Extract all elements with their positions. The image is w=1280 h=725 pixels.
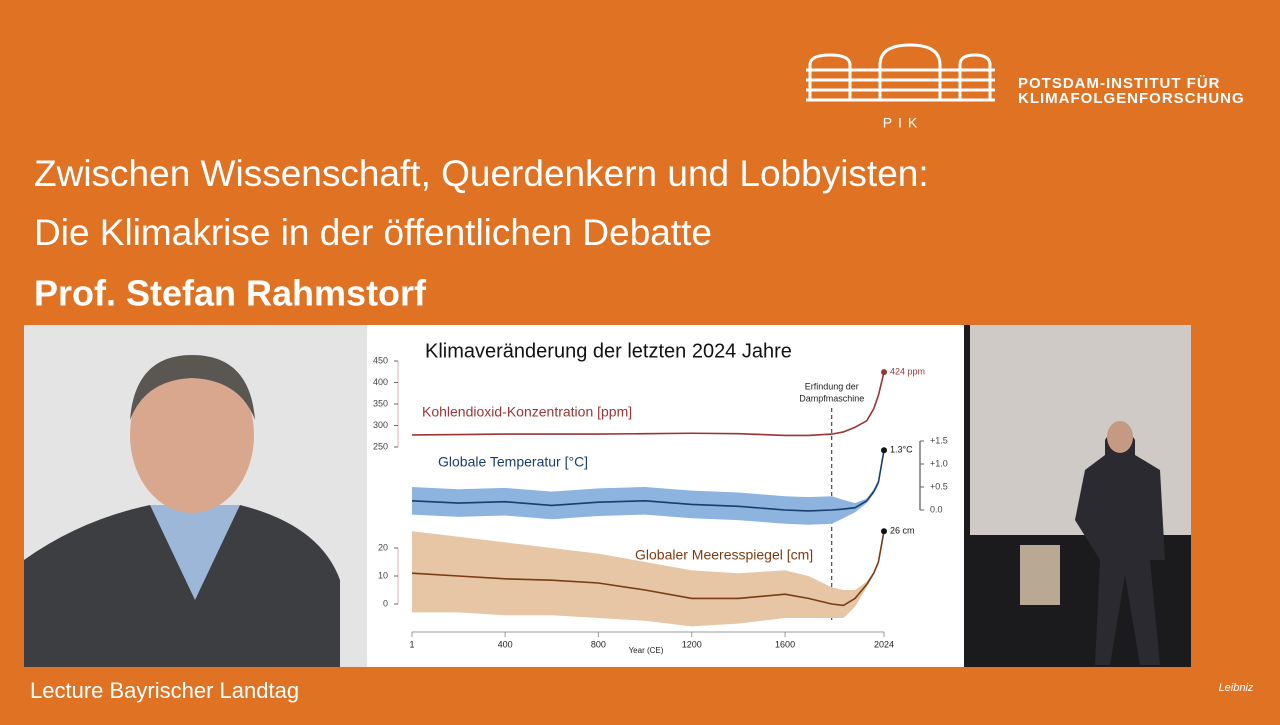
y-tick-label: +0.5	[930, 481, 948, 491]
x-tick-label: 2024	[874, 639, 894, 649]
logo-text: Klimafolgenforschung	[1018, 90, 1245, 107]
logo-text: Potsdam-Institut für	[1018, 75, 1220, 92]
y-tick-label: 300	[373, 420, 388, 430]
end-point	[881, 528, 887, 535]
title: Die Klimakrise in der öffentlichen Debat…	[34, 212, 712, 253]
annotation-text: Dampfmaschine	[799, 393, 864, 403]
value-label: 26 cm	[890, 526, 915, 536]
chart-title: Klimaveränderung der letzten 2024 Jahre	[425, 340, 792, 362]
speaker-photo	[24, 325, 367, 667]
partner-logo: Leibniz	[1219, 682, 1254, 694]
caption: Lecture Bayrischer Landtag	[30, 678, 299, 703]
y-tick-label: 400	[373, 377, 388, 387]
y-tick-label: 0	[383, 598, 388, 608]
title-box	[414, 333, 868, 371]
x-tick-label: 400	[498, 639, 513, 649]
series-name: Globaler Meeresspiegel [cm]	[635, 547, 813, 563]
series-name: Kohlendioxid-Konzentration [ppm]	[422, 404, 632, 420]
y-tick-label: +1.0	[930, 458, 948, 468]
y-tick-label: 20	[378, 542, 388, 552]
label-box	[432, 450, 662, 476]
series-line	[411, 531, 885, 607]
y-tick-label: 250	[373, 441, 388, 451]
y-tick-label: 350	[373, 398, 388, 408]
speaker: Prof. Stefan Rahmstorf	[34, 273, 427, 314]
y-tick-label: +1.5	[930, 435, 948, 445]
x-axis-label: Year (CE)	[629, 646, 664, 655]
uncertainty-band	[412, 447, 884, 525]
y-tick-label: 10	[378, 570, 388, 580]
x-tick-label: 800	[591, 639, 606, 649]
series-name: Globale Temperatur [°C]	[438, 454, 588, 470]
pik-logo	[806, 43, 995, 102]
series-line	[411, 450, 885, 512]
series-line	[411, 371, 885, 437]
end-point	[881, 369, 887, 376]
logo-abbr: PIK	[883, 115, 924, 131]
uncertainty-band	[412, 529, 884, 627]
x-tick-label: 1200	[682, 639, 702, 649]
x-tick-label: 1	[409, 639, 414, 649]
y-tick-label: 0.0	[930, 504, 943, 514]
x-tick-label: 1600	[775, 639, 795, 649]
stage-photo	[964, 325, 1191, 667]
y-tick-label: 450	[373, 355, 388, 365]
end-point	[881, 447, 887, 454]
value-label: 1.3°C	[890, 445, 913, 455]
annotation-text: Erfindung der	[805, 381, 859, 391]
value-label: 424 ppm	[890, 367, 925, 377]
title: Zwischen Wissenschaft, Querdenkern und L…	[34, 153, 929, 194]
